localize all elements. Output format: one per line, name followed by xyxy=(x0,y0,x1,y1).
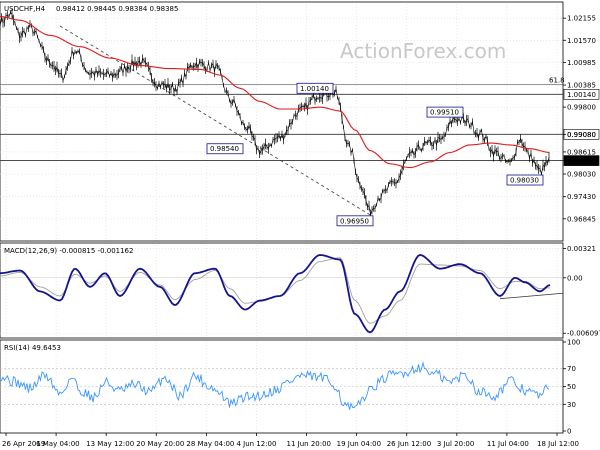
price-ytick-label: 1.02155 xyxy=(567,15,596,23)
price-ytick-label: 0.98615 xyxy=(567,148,596,156)
label-0.96950: 0.96950 xyxy=(340,217,369,225)
time-tick-label: 18 Jul 12:00 xyxy=(537,440,579,448)
watermark: ActionForex.com xyxy=(340,39,506,63)
price-line xyxy=(0,11,550,215)
time-tick-label: 3 Jul 20:00 xyxy=(437,440,475,448)
time-tick-label: 20 May 20:00 xyxy=(136,440,184,448)
label-0.99510: 0.99510 xyxy=(430,109,459,117)
time-tick-label: 11 Jun 20:00 xyxy=(287,440,331,448)
price-ytick-label: 0.99080 xyxy=(567,131,596,139)
level-0.98385-axis-label: 0.98385 xyxy=(567,157,596,165)
price-panel-frame xyxy=(0,1,564,242)
rsi-panel: 100 70 50 30 0 RSI(14) 49.6453 xyxy=(0,339,580,436)
time-tick-label: 6 May 04:00 xyxy=(36,440,80,448)
price-ytick-label: 1.00985 xyxy=(567,59,596,67)
rsi-ytick-label: 70 xyxy=(567,365,576,373)
label-0.98540: 0.98540 xyxy=(210,145,239,153)
price-ytick-label: 0.98385 xyxy=(567,157,596,165)
rsi-ytick-label: 50 xyxy=(567,383,576,391)
label-1.00140-box xyxy=(296,82,334,94)
label-1.00140: 1.00140 xyxy=(300,85,329,93)
price-trendline-dashed xyxy=(59,25,371,216)
macd-ytick-label: -0.006097 xyxy=(567,330,600,338)
price-ytick-label: 1.00385 xyxy=(567,82,596,90)
label-0.96950-box xyxy=(336,215,374,227)
level-1.00140-axis-label: 1.00140 xyxy=(567,91,596,99)
macd-ytick-label: 0.00 xyxy=(567,274,583,282)
moving-average-line xyxy=(0,15,550,169)
rsi-ytick-label: 30 xyxy=(567,401,576,409)
price-ytick-label: 0.96845 xyxy=(567,215,596,223)
rsi-ytick-label: 100 xyxy=(567,339,580,347)
time-tick-label: 4 Jun 12:00 xyxy=(236,440,276,448)
time-tick-label: 26 Jun 12:00 xyxy=(387,440,431,448)
label-0.99510-box xyxy=(426,106,464,118)
price-ytick-label: 0.98030 xyxy=(567,171,596,179)
price-ytick-label: 0.99800 xyxy=(567,104,596,112)
label-0.98030-box xyxy=(506,174,544,186)
level-0.99080-axis-label: 0.99080 xyxy=(567,131,596,139)
time-tick-label: 11 Jul 04:00 xyxy=(487,440,529,448)
label-0.98030: 0.98030 xyxy=(510,177,539,185)
macd-line xyxy=(0,254,551,334)
price-ytick-label: 1.01570 xyxy=(567,37,596,45)
time-tick-label: 28 May 04:00 xyxy=(186,440,234,448)
macd-panel-frame xyxy=(0,242,564,339)
price-ytick-label: 0.97430 xyxy=(567,193,596,201)
label-0.98540-box xyxy=(206,143,244,155)
level-1.00140-axis-box xyxy=(563,88,600,100)
macd-ytick-label: 0.00321 xyxy=(567,245,596,253)
rsi-line xyxy=(0,361,550,410)
retracement-61.8-label: 61.8 xyxy=(549,76,565,84)
time-tick-label: 13 May 12:00 xyxy=(86,440,134,448)
price-header-symbol: USDCHF,H4 xyxy=(4,5,46,13)
price-header-ohlc: 0.98412 0.98445 0.98384 0.98385 xyxy=(56,5,178,13)
rsi-ytick-label: 0 xyxy=(567,428,571,436)
macd-panel: 0.00321 0.00 -0.006097 MACD(12,26,9) -0.00… xyxy=(0,242,600,339)
time-tick-label: 26 Apr 2019 xyxy=(2,440,45,448)
time-tick-label: 19 Jun 04:00 xyxy=(337,440,381,448)
rsi-header: RSI(14) 49.6453 xyxy=(4,344,61,352)
macd-trendline xyxy=(499,292,564,300)
macd-header: MACD(12,26,9) -0.000815 -0.001162 xyxy=(4,247,133,255)
